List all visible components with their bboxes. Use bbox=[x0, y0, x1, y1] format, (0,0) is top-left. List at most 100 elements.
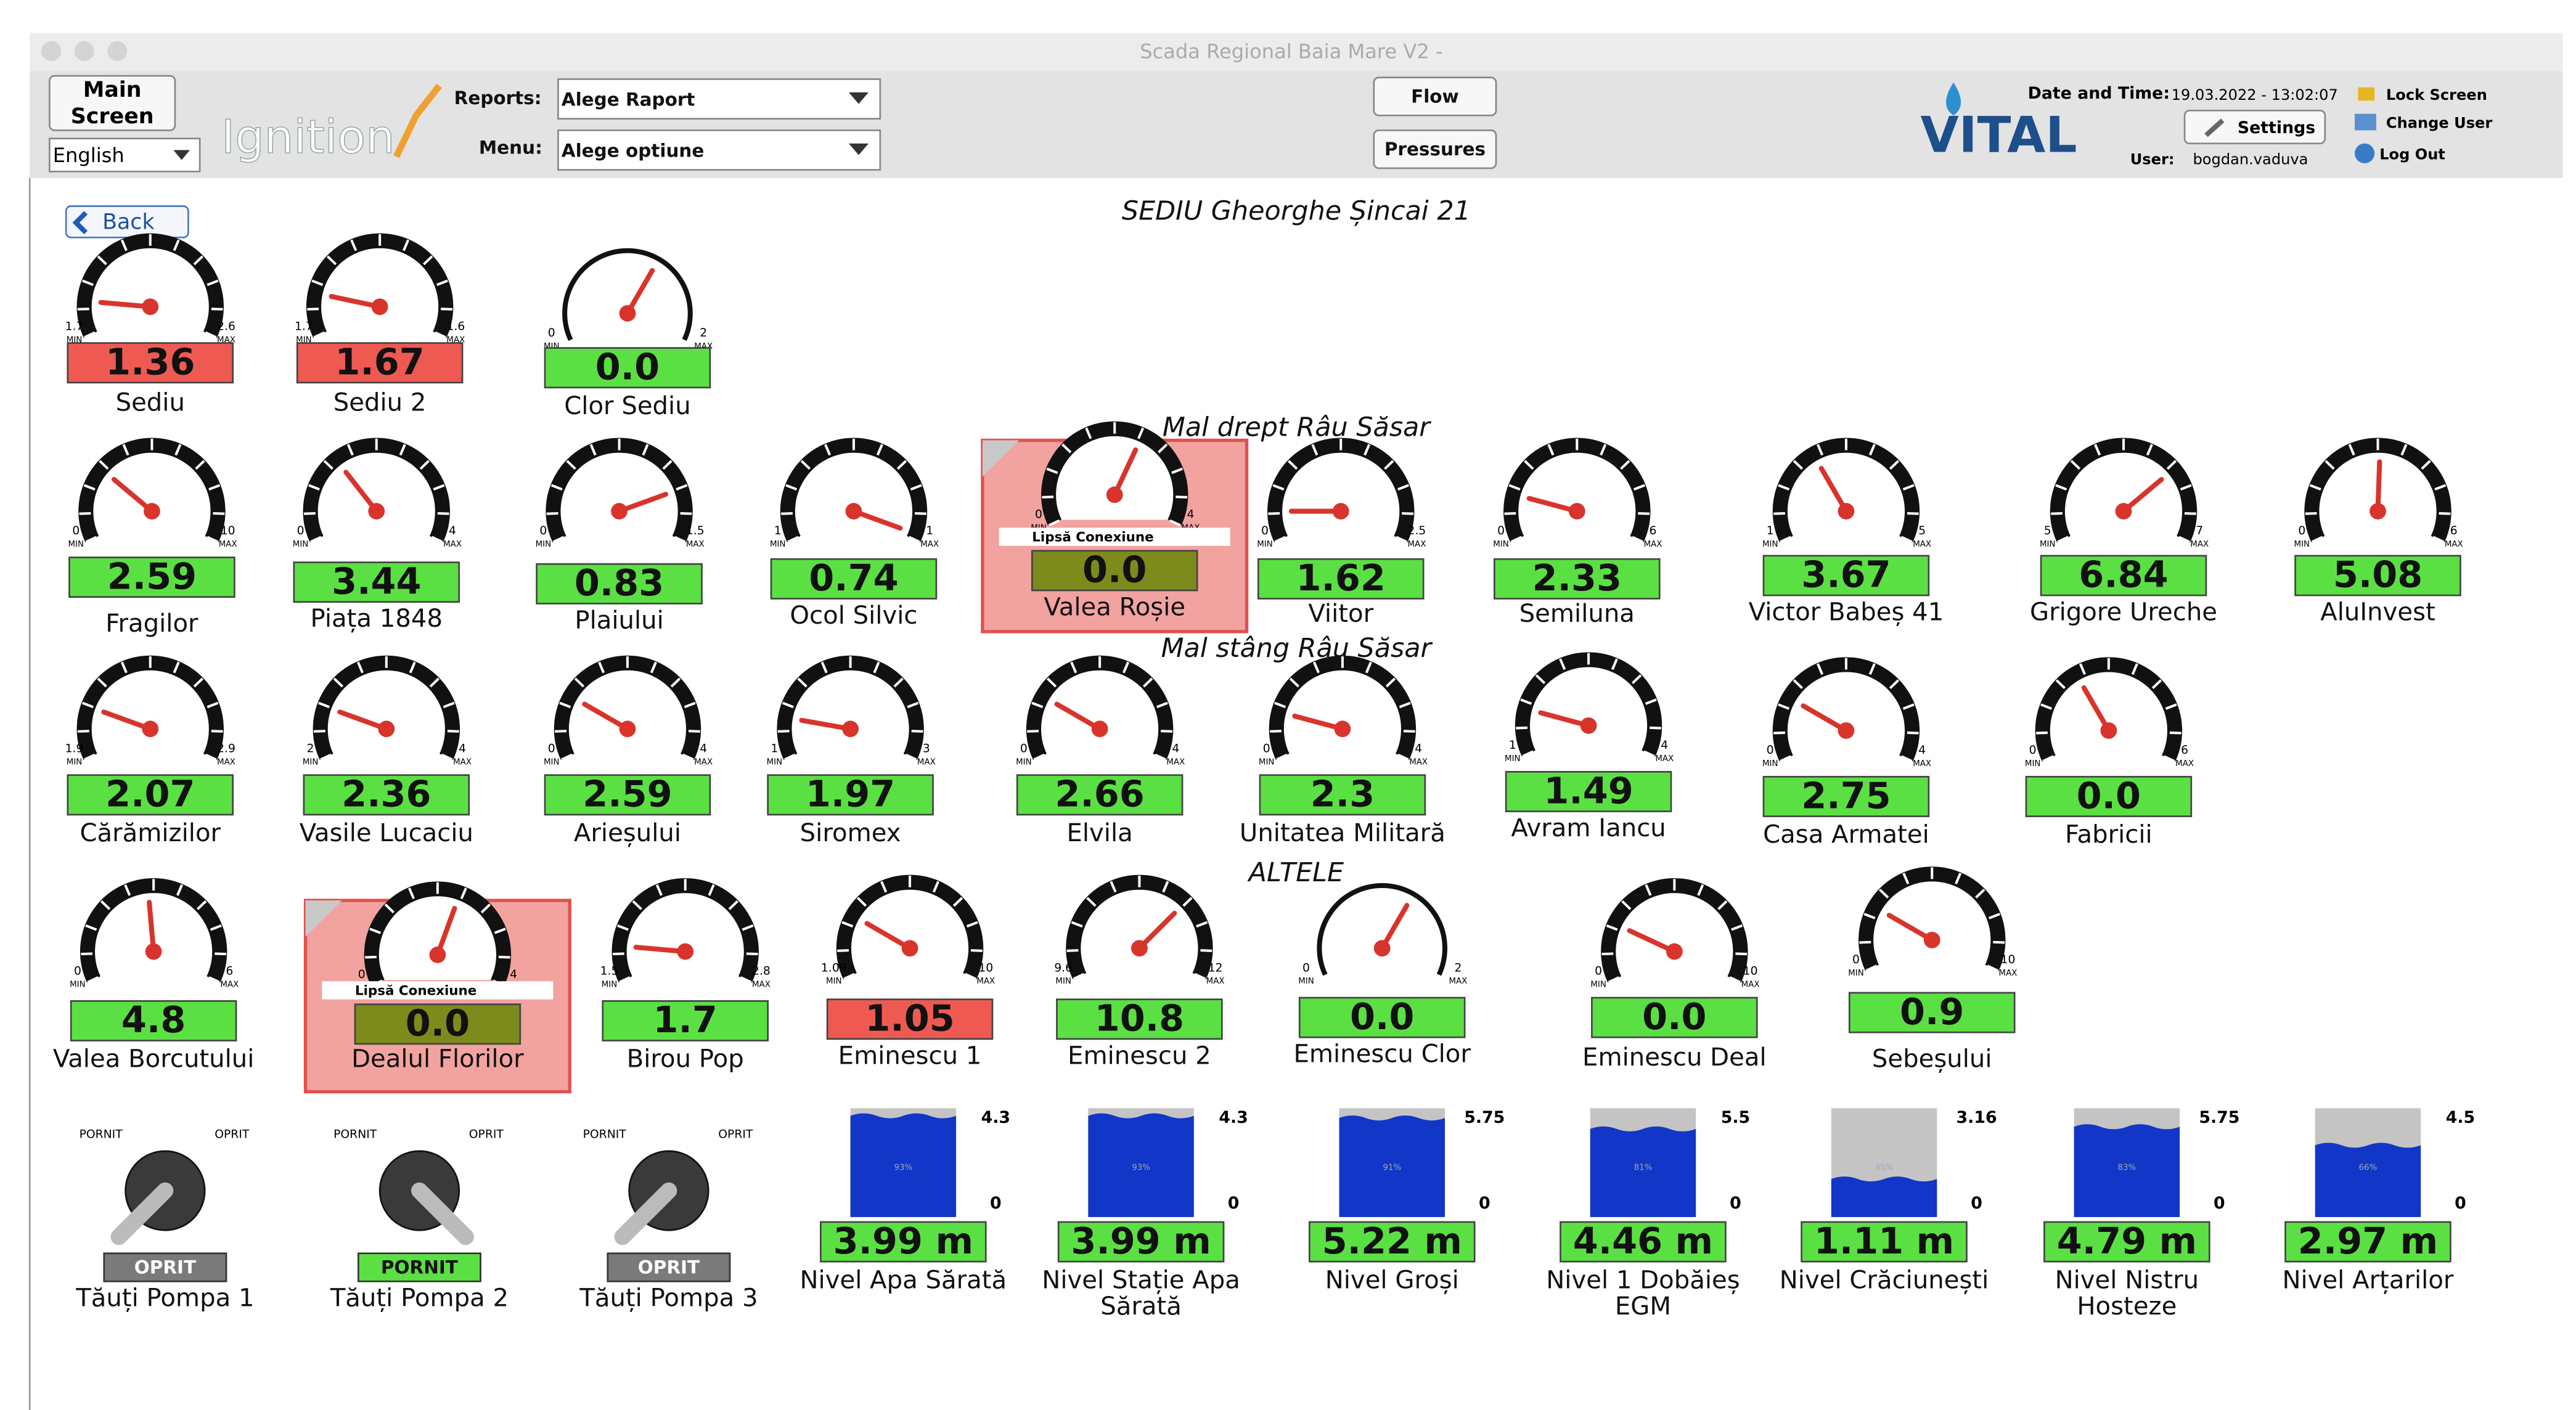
pump-off-label: OPRIT bbox=[469, 1128, 504, 1141]
date-label: Date and Time: bbox=[2028, 84, 2170, 103]
dial-tick bbox=[1066, 949, 1079, 952]
window-close[interactable] bbox=[41, 41, 62, 62]
reports-select[interactable] bbox=[557, 78, 881, 120]
needle bbox=[2120, 476, 2164, 514]
needle bbox=[799, 717, 853, 731]
dial-max-caption: MAX bbox=[752, 980, 771, 990]
dial-tick bbox=[1900, 755, 1913, 763]
user-label: User: bbox=[2130, 151, 2175, 168]
dial-tick bbox=[1524, 460, 1534, 470]
language-select[interactable] bbox=[49, 137, 201, 173]
tank-percent: 35% bbox=[1875, 1163, 1894, 1173]
dial-tick bbox=[2040, 703, 2053, 710]
dial-min: 0 bbox=[1497, 524, 1505, 537]
value-text: 3.99 m bbox=[1071, 1220, 1211, 1262]
change-user-link[interactable]: Change User bbox=[2386, 115, 2492, 132]
fx-corner bbox=[982, 440, 1019, 477]
dial-tick bbox=[323, 460, 333, 470]
gauge-name: Sebeșului bbox=[1872, 1045, 1992, 1074]
settings-button[interactable] bbox=[2183, 109, 2326, 145]
dial-tick bbox=[1046, 467, 1058, 475]
dial-tick bbox=[208, 976, 220, 984]
value-text: 1.67 bbox=[335, 341, 424, 383]
dial-tick bbox=[893, 677, 904, 688]
tank-percent: 93% bbox=[1132, 1163, 1150, 1173]
main-screen-button[interactable] bbox=[49, 75, 176, 131]
dial-min-caption: MIN bbox=[1493, 540, 1509, 549]
dial-tick bbox=[1384, 460, 1394, 470]
dial-min-caption: MIN bbox=[544, 757, 560, 767]
dial-min-caption: MIN bbox=[1257, 540, 1273, 549]
dial-tick bbox=[650, 661, 657, 674]
user-icon bbox=[2355, 113, 2376, 131]
log-out-link[interactable]: Log Out bbox=[2379, 146, 2445, 163]
dial-max-caption: MAX bbox=[1741, 980, 1760, 990]
dial-tick bbox=[662, 460, 673, 470]
pressures-button[interactable] bbox=[1373, 129, 1497, 169]
dial-tick bbox=[1364, 444, 1371, 456]
needle-hub bbox=[142, 298, 159, 316]
tank-max: 4.5 bbox=[2446, 1108, 2475, 1127]
pressures-label: Pressures bbox=[1384, 139, 1486, 160]
dial-tick bbox=[1272, 484, 1285, 491]
dial-tick bbox=[431, 536, 443, 544]
flow-button[interactable] bbox=[1373, 76, 1497, 116]
dial-max: 2 bbox=[1454, 961, 1462, 974]
dial-tick bbox=[676, 484, 688, 491]
needle-hub bbox=[378, 720, 395, 738]
dial-min-caption: MIN bbox=[767, 757, 783, 767]
dial-min: 5 bbox=[2044, 524, 2051, 537]
menu-select[interactable] bbox=[557, 129, 881, 171]
dropdown-arrow bbox=[848, 92, 869, 104]
dial-tick bbox=[1889, 679, 1900, 690]
dial-tick bbox=[1600, 444, 1607, 456]
needle-hub bbox=[142, 720, 159, 738]
tank-name: Sărată bbox=[1100, 1292, 1182, 1321]
dial-tick bbox=[1859, 940, 1871, 944]
pump[interactable]: PORNIT OPRIT OPRIT Tăuți Pompa 3 bbox=[579, 1128, 758, 1313]
gauge: 0 6 MIN MAX 4.8 Valea Borcutului bbox=[53, 878, 254, 1074]
dial-tick bbox=[574, 677, 585, 688]
dial-tick bbox=[435, 331, 446, 339]
dial-tick bbox=[2309, 484, 2321, 491]
value-box bbox=[1298, 996, 1466, 1038]
tank-max: 4.3 bbox=[1219, 1108, 1248, 1127]
dial-tick bbox=[429, 677, 440, 688]
pump[interactable]: PORNIT OPRIT OPRIT Tăuți Pompa 1 bbox=[75, 1128, 254, 1313]
dial-tick bbox=[399, 444, 406, 456]
dial-tick bbox=[1989, 913, 2001, 919]
dial-tick bbox=[952, 897, 963, 907]
dial-min-caption: MIN bbox=[826, 977, 842, 986]
gauge-name: Unitatea Militară bbox=[1240, 819, 1445, 847]
window-minimize[interactable] bbox=[74, 41, 94, 62]
dial-tick bbox=[2057, 536, 2069, 544]
value-box bbox=[544, 774, 711, 816]
dial-tick bbox=[1535, 674, 1546, 685]
needle-hub bbox=[2100, 722, 2117, 739]
dial-max-caption: MAX bbox=[453, 757, 472, 767]
value-box bbox=[1031, 550, 1198, 592]
dial-max: 2.5 bbox=[1408, 524, 1426, 537]
dial-max-caption: MAX bbox=[1409, 757, 1428, 767]
dial-tick bbox=[1780, 536, 1791, 544]
gauge-name: Casa Armatei bbox=[1763, 821, 1929, 849]
window-zoom[interactable] bbox=[107, 41, 128, 62]
dial-tick bbox=[1547, 444, 1555, 456]
pump[interactable]: PORNIT OPRIT PORNIT Tăuți Pompa 2 bbox=[330, 1128, 509, 1313]
needle-hub bbox=[1373, 940, 1391, 957]
tank-percent: 83% bbox=[2117, 1163, 2136, 1173]
dial-max: 2.6 bbox=[217, 320, 235, 333]
dial-min: 0 bbox=[2298, 524, 2305, 537]
dial-tick bbox=[566, 460, 576, 470]
dial-tick bbox=[97, 677, 107, 688]
dial-tick bbox=[2055, 679, 2066, 690]
lock-screen-link[interactable]: Lock Screen bbox=[2386, 86, 2487, 104]
vital-drop bbox=[1946, 82, 1961, 116]
language-value: English bbox=[53, 144, 125, 167]
value-text: 4.8 bbox=[121, 998, 186, 1041]
dial-tick bbox=[215, 952, 227, 956]
